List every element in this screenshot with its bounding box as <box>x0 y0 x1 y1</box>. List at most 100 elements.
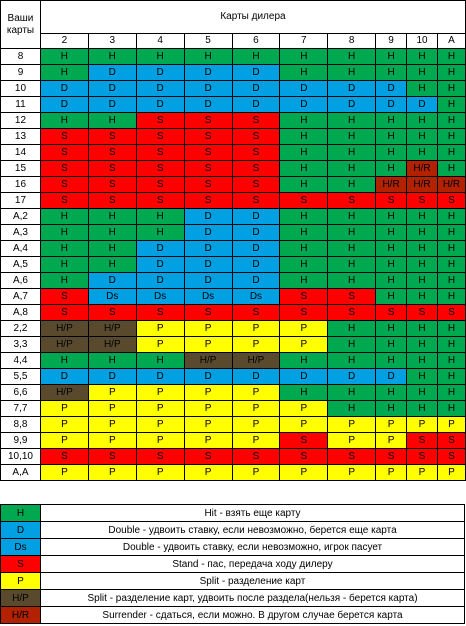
hand-row: 11 D D D D D D D D D H <box>0 96 466 113</box>
action-cell: H <box>327 224 377 241</box>
action-cell: H <box>39 352 89 369</box>
action-cell: S <box>87 448 137 465</box>
action-cell: H <box>436 128 466 145</box>
dealer-card-9: 9 <box>375 33 408 49</box>
action-cell: P <box>231 320 281 337</box>
action-cell: P <box>183 384 233 401</box>
action-cell: S <box>406 304 438 321</box>
action-cell: H/R <box>375 176 408 193</box>
hand-label: 12 <box>0 112 41 129</box>
action-cell: H <box>327 64 377 81</box>
action-cell: D <box>183 272 233 289</box>
action-cell: H <box>87 112 137 129</box>
action-cell: P <box>183 336 233 353</box>
action-cell: H <box>436 384 466 401</box>
action-cell: H <box>279 176 329 193</box>
action-cell: H <box>375 64 408 81</box>
action-cell: S <box>279 432 329 449</box>
action-cell: S <box>183 448 233 465</box>
action-cell: S <box>87 176 137 193</box>
hand-row: 4,4 H H H H/P H/P H H H H H <box>0 352 466 369</box>
legend-row: H/P Split - разделение карт, удвоить посл… <box>0 589 465 607</box>
action-cell: S <box>231 176 281 193</box>
action-cell: H <box>406 128 438 145</box>
action-cell: D <box>183 256 233 273</box>
action-cell: D <box>183 96 233 113</box>
action-cell: H <box>39 112 89 129</box>
hand-row: A,5 H H D D D H H H H H <box>0 256 466 273</box>
action-cell: H <box>436 144 466 161</box>
dealer-card-3: 3 <box>87 33 137 49</box>
action-cell: H <box>406 64 438 81</box>
action-cell: D <box>327 368 377 385</box>
legend-code: H/R <box>0 606 41 624</box>
action-cell: H <box>375 288 408 305</box>
action-cell: P <box>39 416 89 433</box>
legend-code: H/P <box>0 589 41 607</box>
action-cell: D <box>183 64 233 81</box>
action-cell: H <box>39 224 89 241</box>
action-cell: H <box>406 400 438 417</box>
action-cell: S <box>231 144 281 161</box>
hand-row: 17 S S S S S S S S S S <box>0 192 466 209</box>
action-cell: P <box>87 384 137 401</box>
action-cell: S <box>39 144 89 161</box>
action-cell: P <box>327 432 377 449</box>
action-cell: S <box>436 448 466 465</box>
hand-row: 16 S S S S S H H H/R H/R H/R <box>0 176 466 193</box>
action-cell: H <box>375 352 408 369</box>
hand-label: 8,8 <box>0 416 41 433</box>
action-cell: H <box>436 160 466 177</box>
action-cell: H <box>436 400 466 417</box>
dealer-card-a: A <box>436 33 466 49</box>
action-cell: H <box>279 208 329 225</box>
action-cell: D <box>231 224 281 241</box>
action-cell: H <box>406 112 438 129</box>
action-cell: D <box>183 80 233 97</box>
action-cell: H/P <box>231 352 281 369</box>
hand-row: A,8 S S S S S S S S S S <box>0 304 466 321</box>
action-cell: P <box>279 320 329 337</box>
action-cell: H <box>375 384 408 401</box>
action-cell: H <box>39 240 89 257</box>
action-cell: S <box>135 304 185 321</box>
action-cell: H <box>375 208 408 225</box>
action-cell: S <box>39 192 89 209</box>
action-cell: P <box>327 464 377 481</box>
action-cell: P <box>375 416 408 433</box>
action-cell: H/P <box>183 352 233 369</box>
hand-row: 12 H H S S S H H H H H <box>0 112 466 129</box>
action-cell: D <box>231 368 281 385</box>
action-cell: S <box>436 304 466 321</box>
action-cell: H/R <box>406 176 438 193</box>
legend-description: Split - разделение карт, удвоить после р… <box>40 589 465 607</box>
action-cell: S <box>183 128 233 145</box>
action-cell: H <box>327 128 377 145</box>
action-cell: D <box>375 96 408 113</box>
action-cell: P <box>183 464 233 481</box>
action-cell: P <box>135 384 185 401</box>
action-cell: H <box>436 80 466 97</box>
action-cell: H <box>436 368 466 385</box>
action-cell: H <box>279 128 329 145</box>
action-cell: S <box>183 144 233 161</box>
action-cell: D <box>327 96 377 113</box>
action-cell: D <box>279 96 329 113</box>
action-cell: D <box>135 272 185 289</box>
hand-label: 6,6 <box>0 384 41 401</box>
hand-row: 3,3 H/P H/P P P P P H H H H <box>0 336 466 353</box>
action-cell: P <box>436 464 466 481</box>
action-cell: H <box>375 128 408 145</box>
action-cell: H <box>406 368 438 385</box>
action-cell: H/R <box>436 176 466 193</box>
action-cell: P <box>87 432 137 449</box>
action-cell: H <box>327 48 377 65</box>
legend-code: S <box>0 555 41 573</box>
hand-label: 7,7 <box>0 400 41 417</box>
dealer-card-4: 4 <box>135 33 185 49</box>
action-cell: S <box>279 304 329 321</box>
action-cell: H <box>87 208 137 225</box>
action-cell: P <box>327 416 377 433</box>
action-cell: P <box>39 400 89 417</box>
